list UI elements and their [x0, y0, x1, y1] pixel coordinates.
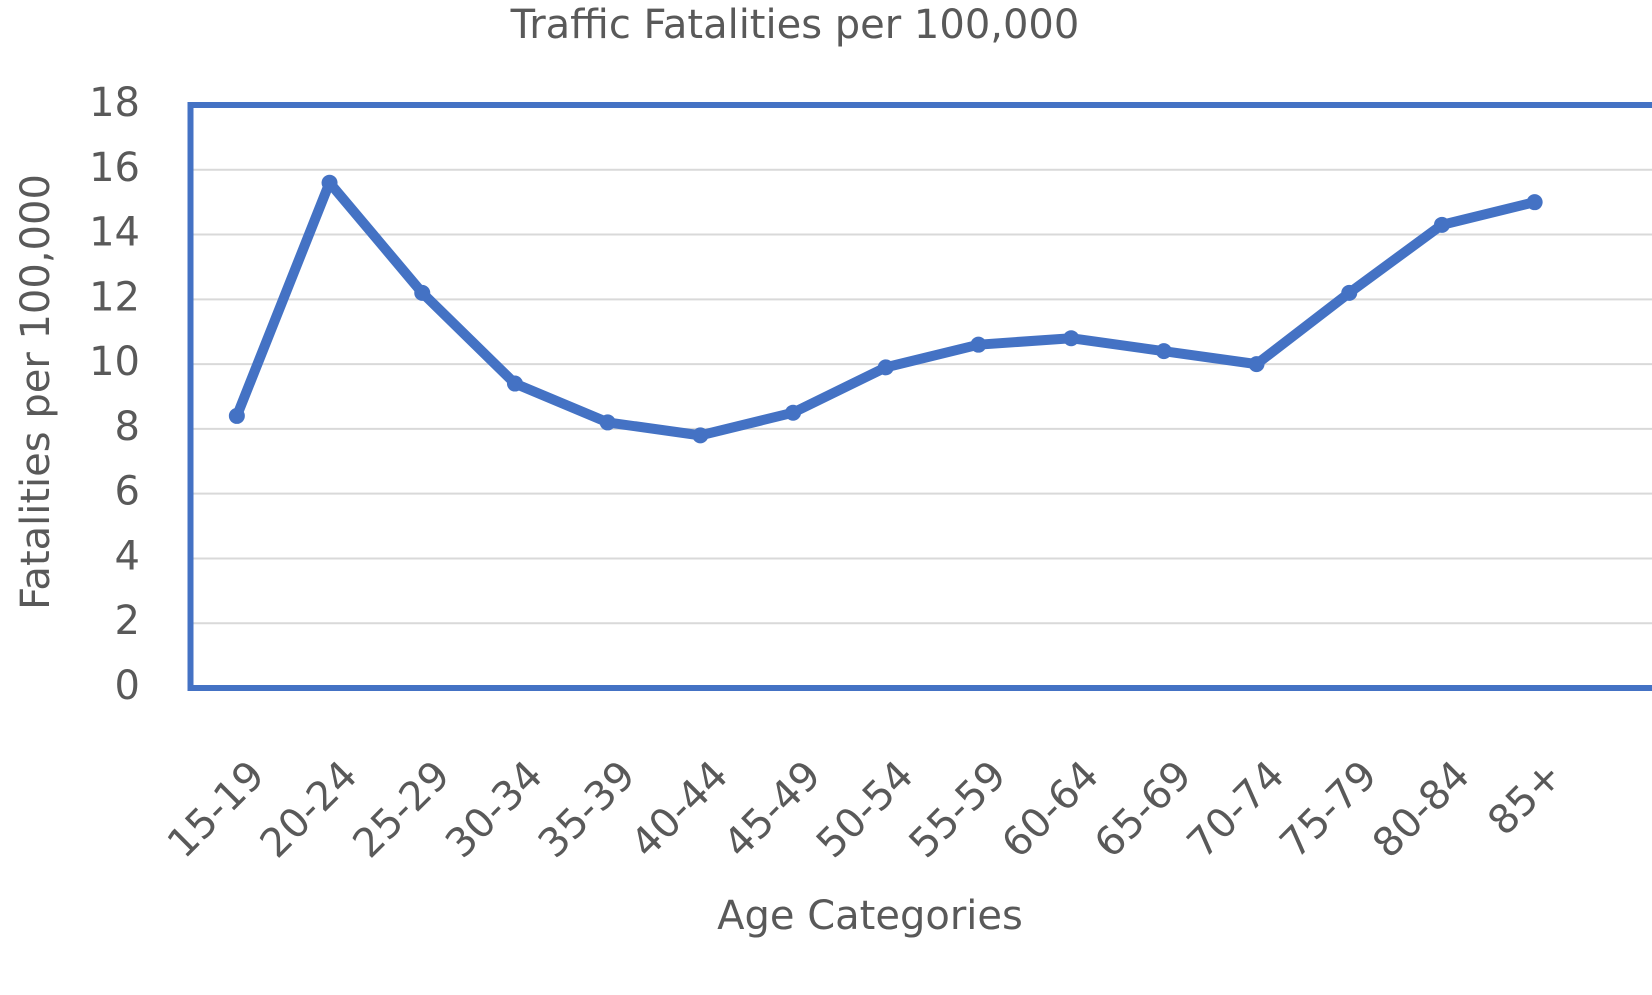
x-tick-label: 45-49: [715, 752, 830, 867]
marker: [970, 336, 987, 353]
x-tick-label: 25-29: [344, 752, 459, 867]
marker: [599, 414, 616, 431]
x-tick-label: 85+: [1479, 752, 1571, 844]
marker: [321, 174, 338, 191]
marker: [228, 407, 245, 424]
marker: [414, 284, 431, 301]
y-tick-label: 16: [89, 145, 140, 191]
x-axis-title: Age Categories: [717, 893, 1023, 939]
marker: [1526, 194, 1543, 211]
marker: [506, 375, 523, 392]
x-tick-label: 40-44: [622, 752, 737, 867]
line: [232, 177, 1536, 441]
chart-title: Traffic Fatalities per 100,000: [510, 2, 1080, 48]
x-tick-label: 80-84: [1364, 752, 1479, 867]
y-axis-title: Fatalities per 100,000: [13, 174, 59, 610]
marker: [1248, 356, 1265, 373]
y-tick-label: 14: [89, 210, 140, 256]
x-tick-label: 30-34: [437, 752, 552, 867]
marker: [1155, 343, 1172, 360]
x-tick-label: 70-74: [1179, 752, 1294, 867]
x-tick-label: 20-24: [252, 752, 367, 867]
y-tick-label: 2: [115, 598, 140, 644]
x-tick-label: 15-19: [159, 752, 274, 867]
y-tick-label: 12: [89, 274, 140, 320]
marker: [1063, 330, 1080, 347]
y-tick-label: 4: [115, 533, 140, 579]
plot-frame: [187, 102, 1652, 691]
marker: [692, 427, 709, 444]
x-tick-label: 65-69: [1086, 752, 1201, 867]
marker: [785, 404, 802, 421]
x-tick-label: 60-64: [993, 752, 1108, 867]
y-tick-label: 10: [89, 339, 140, 385]
marker: [1433, 216, 1450, 233]
y-tick-label: 18: [89, 80, 140, 126]
x-tick-label: 55-59: [901, 752, 1016, 867]
x-tick-label: 35-39: [530, 752, 645, 867]
x-tick-label: 75-79: [1271, 752, 1386, 867]
y-tick-label: 8: [115, 404, 140, 450]
y-tick-label: 6: [115, 469, 140, 515]
marker: [1341, 284, 1358, 301]
x-tick-label: 50-54: [808, 752, 923, 867]
y-tick-label: 0: [115, 663, 140, 709]
marker: [877, 359, 894, 376]
